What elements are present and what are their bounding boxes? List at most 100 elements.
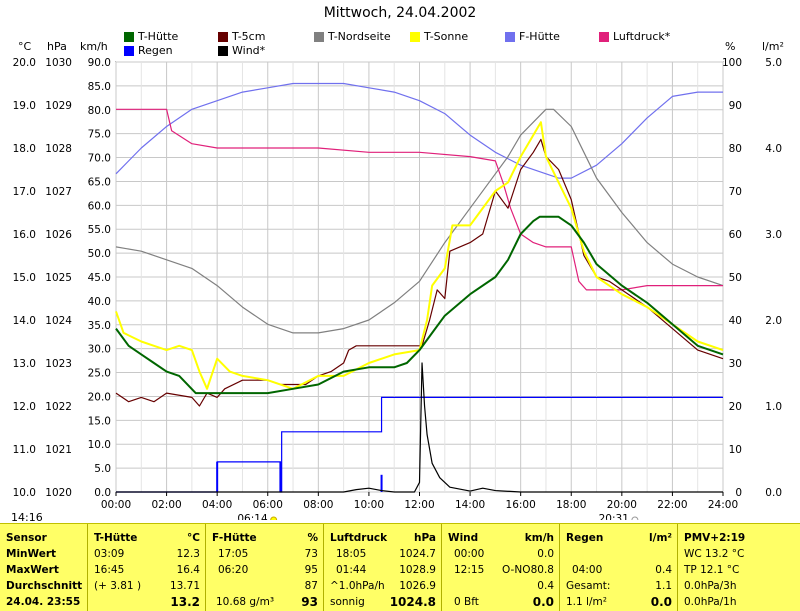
pmv-windchill: WC 13.2 °C (684, 548, 745, 560)
avg-label: Durchschnitt (6, 580, 83, 592)
x-tick-label: 06:00 (253, 499, 283, 511)
humidity-tick-label: 50 (729, 272, 742, 284)
wind-tick-label: 35.0 (88, 320, 111, 332)
luftdruck-max-val: 1028.9 (399, 564, 436, 576)
wind-bft: 0 Bft (454, 596, 479, 608)
humidity-tick-label: 90 (729, 100, 742, 112)
max-label: MaxWert (6, 564, 59, 576)
rain-tick-label: 5.0 (765, 57, 782, 69)
wind-tick-label: 85.0 (88, 81, 111, 93)
rain-unit-label: l/m² (762, 40, 784, 53)
regen-row1-time: 04:00 (572, 564, 603, 576)
panel-col-labels: Sensor MinWert MaxWert Durchschnitt 24.0… (0, 524, 88, 611)
pressure-tick-label: 1029 (45, 100, 72, 112)
pressure-tick-label: 1022 (45, 401, 72, 413)
f-huette-min-val: 73 (304, 548, 318, 560)
wind-avg-val: 0.4 (537, 580, 554, 592)
wind-max-time: 12:15 (454, 564, 485, 576)
series-t-nordseite-line (115, 108, 724, 334)
sensor-label: Sensor (6, 532, 47, 544)
chart-title: Mittwoch, 24.04.2002 (323, 5, 477, 21)
rain-tick-label: 0.0 (765, 487, 782, 499)
panel-col-wind: Wind km/h 00:00 0.0 12:15 O-NO 80.8 0.4 0 Bf… (442, 524, 560, 611)
rain-tick-label: 1.0 (765, 401, 782, 413)
pressure-tick-label: 1024 (45, 315, 72, 327)
f-huette-unit: % (307, 532, 318, 544)
legend-label: T-5cm (232, 30, 266, 43)
legend-item-t-sonne: T-Sonne (410, 30, 468, 43)
wind-max-val: 80.8 (530, 564, 554, 576)
weather-chart: Mittwoch, 24.04.2002 T-Hütte T-5cm T-Nor… (11, 5, 784, 524)
wind-title: Wind (448, 532, 479, 544)
series-luftdruck-line (116, 108, 723, 291)
humidity-tick-label: 80 (729, 143, 742, 155)
pressure-tick-label: 1026 (45, 229, 72, 241)
weather-condition: sonnig (330, 596, 365, 608)
sunrise-marker (270, 516, 278, 520)
wind-min-time: 00:00 (454, 548, 485, 560)
series-t-sonne-line (115, 121, 724, 390)
wind-tick-label: 30.0 (88, 344, 111, 356)
f-huette-title: F-Hütte (212, 532, 257, 544)
pressure-unit-label: hPa (47, 40, 67, 53)
legend-item-f-huette: F-Hütte (505, 30, 560, 43)
regen-total-val: 1.1 (655, 580, 672, 592)
panel-col-luftdruck: Luftdruck hPa 18:05 1024.7 01:44 1028.9 ^1.… (324, 524, 442, 611)
panel-col-t-huette: T-Hütte °C 03:09 12.3 16:45 16.4 (+ 3.81 ) 1… (88, 524, 206, 611)
time-stamp: 14:16 (11, 511, 43, 524)
pressure-tick-label: 1021 (45, 444, 72, 456)
humidity-tick-label: 0 (735, 487, 742, 499)
luftdruck-max-time: 01:44 (336, 564, 367, 576)
rain-tick-label: 2.0 (765, 315, 782, 327)
humidity-tick-label: 30 (729, 358, 742, 370)
t-huette-min-val: 12.3 (176, 548, 200, 560)
f-huette-abs: 10.68 g/m³ (216, 596, 275, 608)
wind-unit-label: km/h (80, 40, 108, 53)
humidity-tick-label: 10 (729, 444, 742, 456)
luftdruck-current: 1024.8 (389, 595, 436, 609)
x-tick-label: 22:00 (657, 499, 687, 511)
x-tick-label: 12:00 (404, 499, 434, 511)
sunset-marker (631, 516, 639, 520)
regen-total-label: Gesamt: (566, 580, 611, 592)
wind-tick-label: 40.0 (88, 296, 111, 308)
legend-swatch (599, 31, 609, 42)
legend-swatch (124, 45, 134, 56)
t-huette-current: 13.2 (170, 595, 200, 609)
legend-item-t-5cm: T-5cm (218, 30, 265, 43)
f-huette-current: 93 (301, 595, 318, 609)
series-wind-line (116, 362, 723, 493)
pressure-tick-label: 1028 (45, 143, 72, 155)
temp-tick-label: 17.0 (13, 186, 36, 198)
f-huette-min-time: 17:05 (218, 548, 249, 560)
luftdruck-unit: hPa (414, 532, 436, 544)
x-tick-label: 14:00 (455, 499, 485, 511)
legend-label: F-Hütte (519, 30, 560, 43)
wind-current: 0.0 (532, 595, 554, 609)
wind-tick-label: 25.0 (88, 368, 111, 380)
wind-tick-label: 45.0 (88, 272, 111, 284)
luftdruck-avg-val: 1026.9 (399, 580, 436, 592)
wind-tick-label: 10.0 (88, 439, 111, 451)
wind-tick-label: 60.0 (88, 200, 111, 212)
pressure-tick-label: 1020 (45, 487, 72, 499)
legend-label: Regen (138, 44, 173, 57)
temp-tick-label: 13.0 (13, 358, 36, 370)
min-label: MinWert (6, 548, 57, 560)
temp-tick-label: 10.0 (13, 487, 36, 499)
legend-label: Luftdruck* (613, 30, 671, 43)
legend-label: Wind* (232, 44, 266, 57)
x-tick-label: 10:00 (354, 499, 384, 511)
legend-swatch (314, 31, 324, 42)
pressure-tick-label: 1023 (45, 358, 72, 370)
t-huette-max-time: 16:45 (94, 564, 125, 576)
pressure-tick-label: 1030 (45, 57, 72, 69)
humidity-tick-label: 60 (729, 229, 742, 241)
luftdruck-min-time: 18:05 (336, 548, 367, 560)
f-huette-max-time: 06:20 (218, 564, 249, 576)
pressure-tick-label: 1027 (45, 186, 72, 198)
wind-tick-label: 65.0 (88, 176, 111, 188)
t-huette-min-time: 03:09 (94, 548, 125, 560)
panel-col-f-huette: F-Hütte% 17:05 73 06:20 95 87 10.68 g/m³ 93 (206, 524, 324, 611)
luftdruck-trend: ^1.0hPa/h (330, 580, 385, 592)
